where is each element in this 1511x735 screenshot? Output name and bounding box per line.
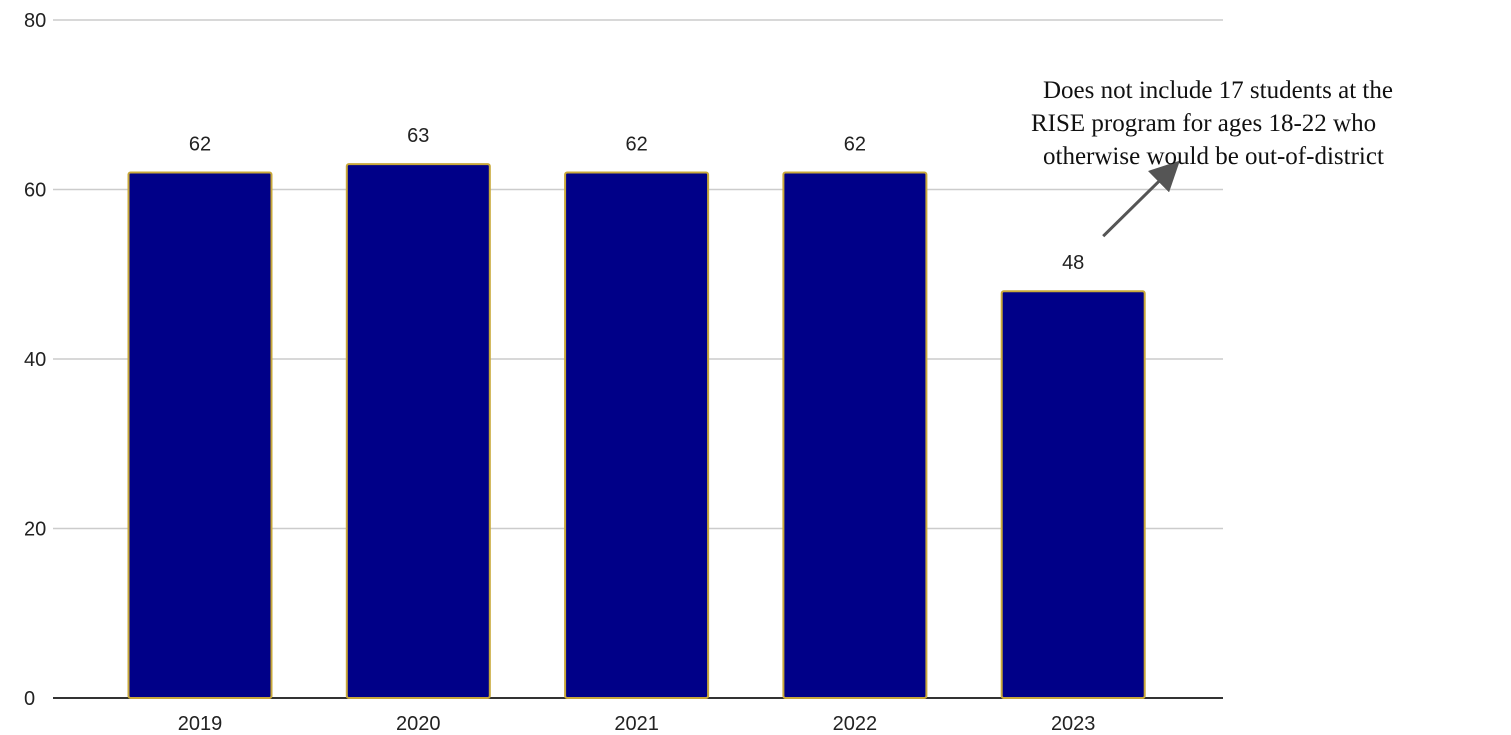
data-label-2021: 62 <box>625 134 647 156</box>
bar-2020 <box>345 163 491 699</box>
x-tick-label: 2021 <box>614 713 659 735</box>
annotation-line-1: Does not include 17 students at the <box>1043 77 1393 104</box>
y-tick-label: 40 <box>24 349 46 371</box>
y-tick-label: 0 <box>24 688 35 710</box>
x-tick-label: 2019 <box>178 713 223 735</box>
annotation: Does not include 17 students at the RISE… <box>1031 77 1393 238</box>
x-tick-label: 2020 <box>396 713 441 735</box>
data-label-2023: 48 <box>1062 252 1084 274</box>
bar-2023 <box>1000 290 1146 699</box>
bars <box>127 163 1146 700</box>
y-axis-ticks: 0 20 40 60 80 <box>24 10 46 710</box>
y-tick-label: 60 <box>24 180 46 202</box>
x-axis-ticks: 2019 2020 2021 2022 2023 <box>178 713 1096 735</box>
bar-2022 <box>782 171 928 700</box>
annotation-line-2: RISE program for ages 18-22 who <box>1031 110 1376 137</box>
bar-2019 <box>127 171 273 700</box>
data-labels: 62 63 62 62 48 <box>189 125 1084 274</box>
annotation-line-3: otherwise would be out-of-district <box>1043 143 1384 170</box>
y-tick-label: 20 <box>24 519 46 541</box>
bar-2021 <box>564 171 710 700</box>
x-tick-label: 2023 <box>1051 713 1096 735</box>
data-label-2020: 63 <box>407 125 429 147</box>
annotation-arrow <box>1102 160 1180 238</box>
data-label-2022: 62 <box>844 134 866 156</box>
data-label-2019: 62 <box>189 134 211 156</box>
y-tick-label: 80 <box>24 10 46 32</box>
x-tick-label: 2022 <box>833 713 878 735</box>
